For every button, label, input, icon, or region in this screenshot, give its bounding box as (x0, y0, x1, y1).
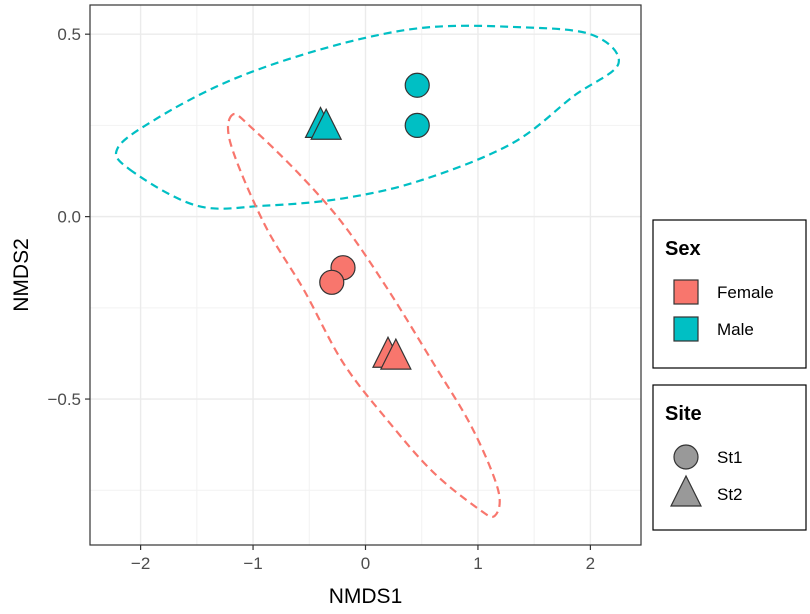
x-tick-label: 2 (586, 554, 595, 573)
legend-key-circle (673, 444, 699, 470)
data-point (404, 112, 430, 139)
y-axis-title: NMDS2 (10, 238, 33, 312)
legend-key-male (673, 316, 699, 342)
data-point (319, 269, 345, 295)
legend-title: Sex (665, 238, 701, 260)
axes: −2 −1 0 1 2 −0.5 0.0 0.5 NMDS1 NMDS2 (10, 25, 595, 608)
x-axis-title: NMDS1 (329, 585, 403, 608)
x-tick-label: −2 (131, 554, 150, 573)
legend-sex: Sex Female Male (652, 219, 807, 369)
legend-label: Female (717, 283, 774, 302)
legend-label: St2 (717, 485, 743, 504)
legend-title: Site (665, 403, 702, 425)
plot-panel (89, 4, 642, 546)
legend-key-female (673, 279, 699, 305)
x-tick-label: −1 (243, 554, 262, 573)
legend-label: Male (717, 320, 754, 339)
x-tick-label: 1 (473, 554, 482, 573)
ellipse-female (226, 112, 501, 519)
y-tick-label: 0.5 (57, 25, 81, 44)
data-point (379, 337, 412, 370)
y-tick-label: 0.0 (57, 208, 81, 227)
y-tick-label: −0.5 (47, 390, 81, 409)
data-point (310, 107, 343, 140)
x-tick-label: 0 (361, 554, 370, 573)
data-point (404, 72, 430, 98)
legend-site: Site St1 St2 (652, 384, 807, 531)
legend: Sex Female Male Site St1 St2 (652, 219, 807, 531)
legend-label: St1 (717, 448, 743, 467)
ellipse-male (114, 24, 620, 210)
legend-key-triangle (670, 474, 702, 507)
